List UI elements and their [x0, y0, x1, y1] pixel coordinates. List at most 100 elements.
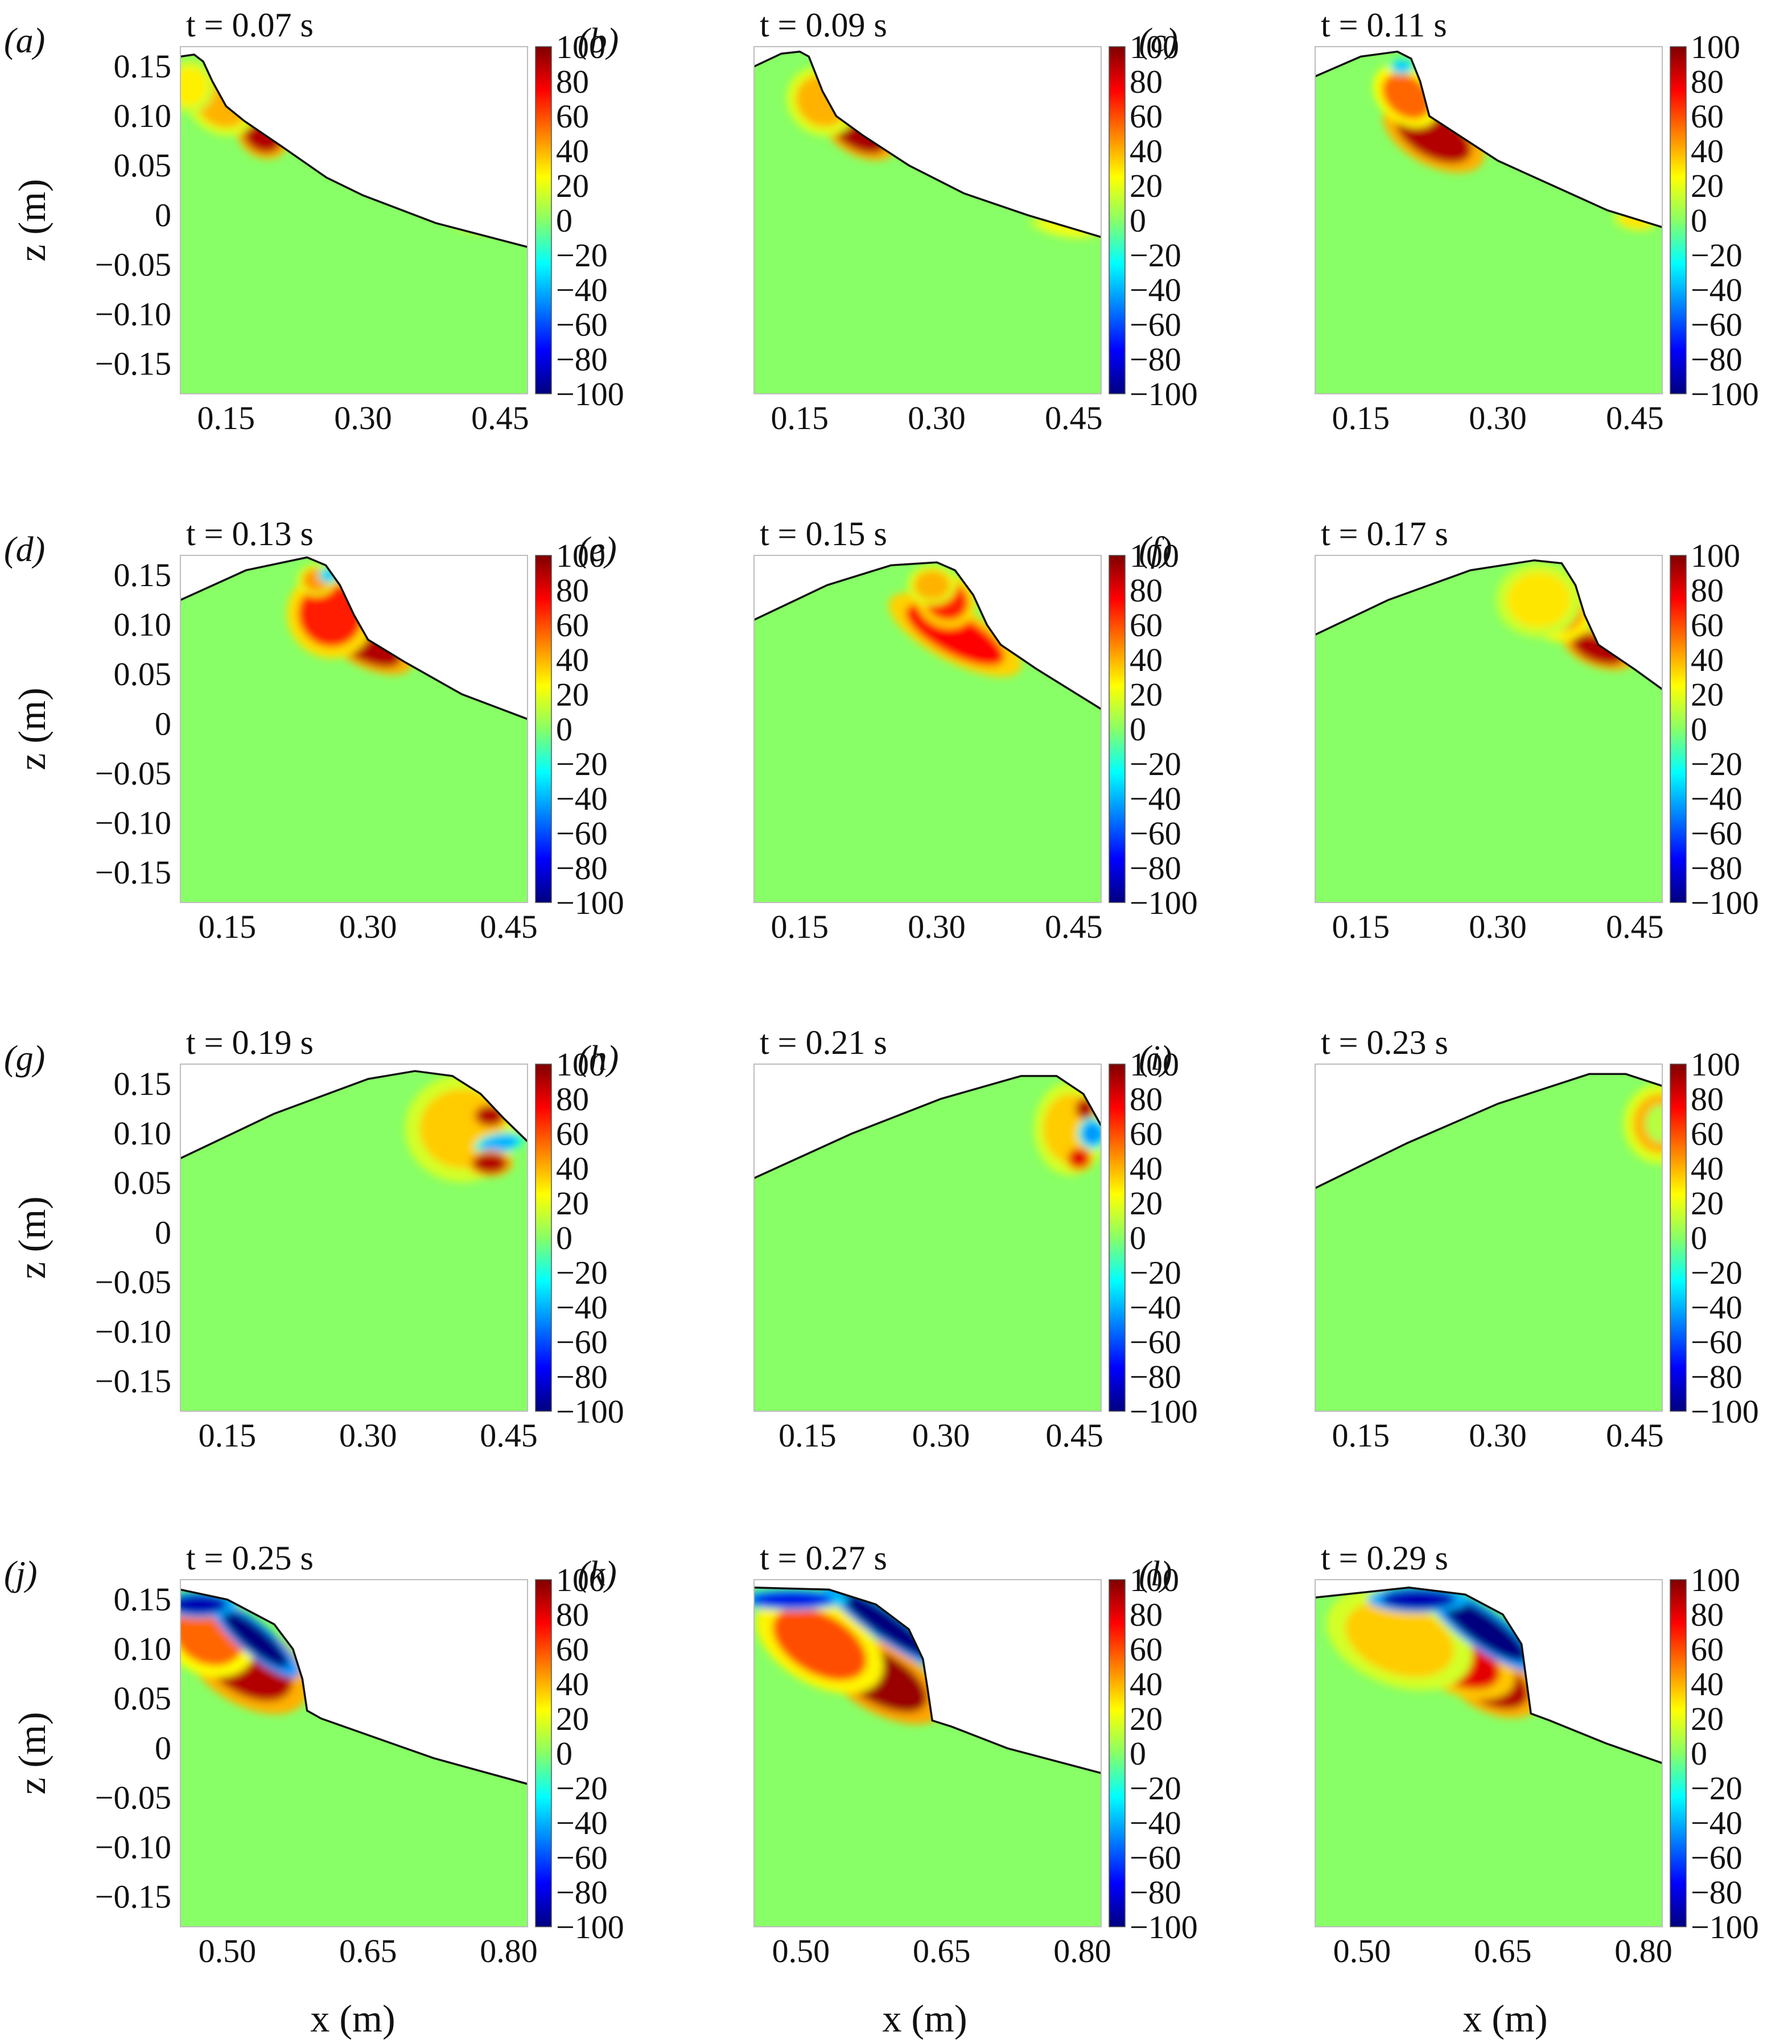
x-tick-label: 0.15 — [1332, 399, 1390, 436]
colorbar-tick-label: −40 — [1130, 780, 1181, 817]
colorbar-tick-label: −20 — [1130, 745, 1181, 782]
y-tick-label: 0.10 — [114, 1115, 172, 1152]
colorbar-tick-label: −20 — [1130, 237, 1181, 274]
y-axis-label: z (m) — [10, 179, 53, 261]
y-tick-label: −0.05 — [95, 246, 171, 283]
colorbar-tick-label: 60 — [556, 1115, 589, 1152]
colorbar-tick-label: 40 — [1130, 1666, 1163, 1703]
colorbar-tick-label: −40 — [1691, 1289, 1742, 1326]
panel-0: (a) t = 0.07 s 0.15 0.30 0.45 0.15 0.10 0.05 0 −0… — [4, 6, 624, 436]
colorbar-tick-label: −40 — [1130, 271, 1181, 308]
free-surface-line — [1315, 1586, 1662, 1765]
y-tick-label: 0.05 — [114, 1680, 172, 1717]
plot-frame — [1315, 1579, 1663, 1927]
x-tick-label: 0.30 — [1469, 399, 1527, 436]
colorbar-tick-label: 60 — [1691, 1631, 1724, 1668]
colorbar-tick-label: −40 — [1691, 780, 1742, 817]
free-surface-line — [1315, 50, 1662, 228]
y-tick-label: −0.05 — [95, 1779, 171, 1816]
panel-label: (a) — [4, 22, 45, 60]
x-tick-label: 0.50 — [199, 1932, 257, 1969]
x-tick-label: 0.45 — [1045, 399, 1103, 436]
vorticity-core — [1068, 1148, 1090, 1168]
colorbar-tick-label: −80 — [556, 850, 608, 887]
vorticity-core — [1393, 60, 1411, 73]
panel-label: (g) — [4, 1039, 45, 1078]
colorbar-tick-label: −100 — [1130, 1393, 1198, 1430]
plot-frame — [1315, 1064, 1663, 1412]
colorbar-tick-label: −60 — [1130, 815, 1181, 852]
colorbar-tick-label: 60 — [556, 1631, 589, 1668]
colorbar-tick-label: −20 — [556, 1770, 608, 1807]
x-tick-label: 0.15 — [199, 1417, 257, 1454]
colorbar-tick-label: −80 — [556, 1874, 608, 1911]
y-axis-label: z (m) — [10, 687, 53, 770]
y-tick-label: −0.05 — [95, 1263, 171, 1300]
panel-title: t = 0.07 s — [186, 6, 314, 44]
colorbar-tick-label: 0 — [1130, 711, 1146, 748]
colorbar-tick-label: 20 — [1691, 1700, 1724, 1737]
vorticity-core — [180, 66, 208, 106]
free-surface-line — [754, 1586, 1101, 1774]
x-tick-label: 0.45 — [1606, 1417, 1664, 1454]
colorbar-tick-label: 80 — [556, 1081, 589, 1118]
panel-3: (d) t = 0.13 s 0.15 0.30 0.45 0.15 0.10 0.05 0 −0… — [4, 515, 624, 945]
colorbar-tick-label: 60 — [1130, 607, 1163, 644]
colorbar-tick-label: −40 — [556, 1804, 608, 1841]
y-axis-label: z (m) — [10, 1196, 53, 1279]
colorbar-tick-label: 100 — [1130, 28, 1179, 65]
colorbar-tick-label: 60 — [1691, 98, 1724, 135]
x-tick-label: 0.15 — [1332, 1417, 1390, 1454]
free-surface-line — [180, 556, 528, 720]
colorbar-tick-label: −60 — [1691, 1324, 1742, 1361]
panel-title: t = 0.21 s — [760, 1024, 887, 1061]
colorbar-tick-label: −100 — [556, 884, 624, 921]
colorbar-tick-label: 60 — [556, 98, 589, 135]
water-region — [754, 1075, 1101, 1411]
colorbar-tick-label: −100 — [1691, 1393, 1759, 1430]
free-surface-line — [180, 53, 528, 248]
colorbar-tick-label: 100 — [1691, 537, 1740, 574]
panel-title: t = 0.19 s — [186, 1024, 314, 1061]
colorbar-tick-label: 60 — [1691, 1115, 1724, 1152]
colorbar-tick-label: −60 — [1130, 306, 1181, 343]
free-surface-line — [1315, 559, 1662, 690]
colorbar-tick-label: −80 — [1691, 341, 1742, 378]
colorbar-tick-label: 40 — [1130, 641, 1163, 678]
colorbar-tick-label: −80 — [1691, 1874, 1742, 1911]
colorbar-tick-label: 0 — [1691, 202, 1707, 239]
vorticity-core — [180, 1594, 228, 1615]
colorbar-tick-label: 100 — [1691, 1561, 1740, 1598]
colorbar-tick-label: 0 — [556, 1735, 572, 1772]
panel-11: (l) t = 0.29 s 0.50 0.65 0.80 100806040200−20… — [1139, 1539, 1759, 1969]
panel-label: (k) — [578, 1555, 617, 1593]
colorbar-tick-label: 20 — [556, 676, 589, 713]
colorbar-tick-label: −60 — [1130, 1324, 1181, 1361]
colorbar-tick-label: −100 — [1691, 376, 1759, 413]
y-tick-label: 0.05 — [114, 656, 172, 693]
colorbar-tick-label: 80 — [556, 1596, 589, 1633]
y-tick-label: −0.05 — [95, 755, 171, 792]
x-tick-label: 0.15 — [778, 1417, 837, 1454]
colorbar-tick-label: −40 — [556, 271, 608, 308]
water-region — [1315, 1074, 1662, 1411]
colorbar-tick-label: −20 — [1691, 237, 1742, 274]
colorbar-tick-label: −100 — [556, 1909, 624, 1946]
colorbar-tick-label: 40 — [556, 1150, 589, 1187]
vorticity-core — [1381, 1589, 1456, 1610]
colorbar-tick-label: −40 — [556, 1289, 608, 1326]
panel-label: (l) — [1139, 1555, 1172, 1593]
colorbar-tick-label: 40 — [1130, 1150, 1163, 1187]
colorbar-tick-label: −40 — [1691, 1804, 1742, 1841]
colorbar-tick-label: −20 — [556, 1254, 608, 1291]
plot-frame — [180, 1064, 528, 1412]
panel-label: (c) — [1139, 22, 1178, 60]
x-tick-label: 0.15 — [1332, 908, 1390, 945]
colorbar-tick-label: −60 — [1691, 306, 1742, 343]
colorbar-tick-label: −100 — [556, 376, 624, 413]
colorbar — [535, 1579, 552, 1927]
y-tick-label: 0 — [155, 1729, 171, 1766]
colorbar-tick-label: 100 — [1130, 1046, 1179, 1083]
colorbar-tick-label: 100 — [556, 28, 605, 65]
y-tick-label: 0 — [155, 705, 171, 742]
